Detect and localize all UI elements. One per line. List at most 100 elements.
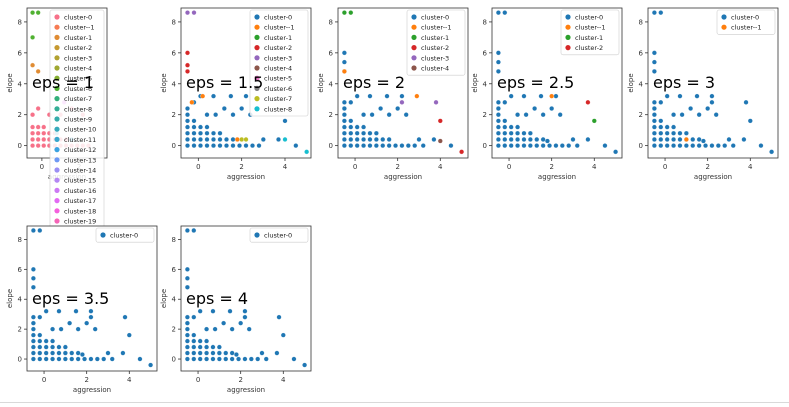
data-point — [437, 138, 443, 144]
data-point — [185, 68, 190, 74]
data-point — [30, 266, 36, 272]
data-point — [341, 10, 347, 16]
data-point — [229, 356, 235, 362]
eps-annotation: eps = 2 — [343, 73, 405, 92]
data-point — [210, 344, 216, 350]
legend-label: cluster--1 — [421, 24, 452, 32]
data-point — [540, 136, 546, 142]
data-point — [94, 356, 100, 362]
data-point — [341, 118, 347, 124]
data-point — [570, 136, 576, 142]
y-tick-label: 2 — [18, 326, 22, 334]
data-point — [43, 344, 49, 350]
data-point — [399, 143, 405, 149]
legend-label: cluster-4 — [421, 65, 449, 73]
data-point — [433, 99, 439, 105]
legend-marker — [54, 218, 60, 224]
data-point — [92, 326, 98, 332]
data-point — [56, 350, 62, 356]
data-point — [217, 136, 223, 142]
y-tick-label: 0 — [329, 142, 333, 150]
data-point — [495, 10, 501, 16]
x-tick-label: 0 — [40, 163, 44, 171]
data-point — [73, 308, 79, 314]
data-point — [217, 130, 223, 136]
data-point — [69, 350, 75, 356]
data-point — [521, 93, 527, 99]
legend-marker — [411, 34, 417, 41]
y-tick-label: 6 — [172, 49, 177, 57]
data-point — [101, 356, 107, 362]
legend-box — [406, 9, 466, 76]
data-point — [495, 68, 501, 74]
subplot-3: 0 2 4 0 2 4 6 8 aggression elope cluster-0 cluster-… — [317, 7, 469, 181]
legend-marker — [54, 96, 60, 102]
data-point — [658, 10, 664, 16]
data-point — [30, 136, 36, 142]
data-point — [540, 112, 546, 118]
data-point — [671, 143, 677, 149]
data-point — [341, 112, 347, 118]
y-axis-label: elope — [627, 73, 635, 92]
data-point — [198, 143, 203, 149]
legend-label: cluster-3 — [421, 54, 449, 62]
data-point — [651, 99, 657, 105]
data-point — [694, 93, 700, 99]
data-point — [82, 356, 87, 362]
legend-label: cluster-9 — [64, 116, 92, 124]
data-point — [399, 99, 405, 105]
legend-marker — [254, 55, 260, 61]
data-point — [348, 143, 354, 149]
x-tick-label: 0 — [42, 376, 46, 384]
data-point — [210, 350, 216, 356]
data-point — [75, 326, 81, 332]
legend-marker — [565, 24, 571, 30]
data-point — [677, 143, 683, 149]
data-point — [437, 118, 443, 124]
data-point — [234, 136, 240, 142]
data-point — [341, 136, 347, 142]
legend-label: cluster-0 — [64, 14, 92, 22]
data-point — [191, 124, 197, 130]
data-point — [210, 356, 216, 362]
legend-marker — [565, 14, 571, 20]
x-tick-label: 4 — [281, 376, 286, 384]
data-point — [683, 136, 689, 142]
data-point — [84, 320, 90, 326]
data-point — [148, 362, 154, 368]
legend-label: cluster--1 — [64, 24, 95, 32]
y-tick-label: 6 — [18, 49, 23, 57]
data-point — [416, 136, 422, 142]
data-point — [713, 112, 719, 118]
data-point — [120, 350, 126, 356]
data-point — [185, 136, 190, 142]
y-tick-label: 0 — [172, 356, 176, 364]
data-point — [56, 308, 62, 314]
subplot-6: 0 2 4 0 2 4 6 8 aggression elope cluster-0 eps = 3.… — [6, 225, 158, 394]
legend-marker — [254, 75, 260, 81]
legend-marker — [411, 45, 417, 51]
data-point — [602, 143, 608, 149]
legend-label: cluster-3 — [264, 54, 292, 62]
x-tick-label: 0 — [663, 163, 667, 171]
legend-marker — [254, 24, 260, 30]
data-point — [204, 356, 210, 362]
data-point — [184, 228, 190, 233]
data-point — [230, 112, 236, 118]
data-point — [585, 99, 591, 105]
data-point — [30, 320, 36, 326]
x-axis-label: aggression — [227, 173, 265, 181]
data-point — [367, 136, 373, 142]
data-point — [191, 356, 197, 362]
data-point — [664, 143, 670, 149]
data-point — [185, 118, 190, 124]
data-point — [191, 10, 197, 16]
data-point — [384, 93, 390, 99]
data-point — [502, 124, 508, 130]
data-point — [495, 99, 501, 105]
data-point — [37, 350, 43, 356]
data-point — [658, 136, 664, 142]
data-point — [41, 136, 47, 142]
data-point — [521, 130, 527, 136]
data-point — [671, 136, 677, 142]
